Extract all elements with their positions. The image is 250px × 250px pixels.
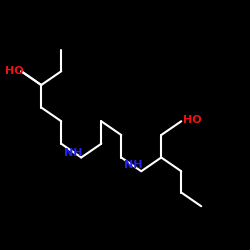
- Text: HO: HO: [5, 66, 24, 76]
- Text: HO: HO: [182, 115, 201, 125]
- Text: NH: NH: [64, 148, 82, 158]
- Text: NH: NH: [124, 160, 142, 170]
